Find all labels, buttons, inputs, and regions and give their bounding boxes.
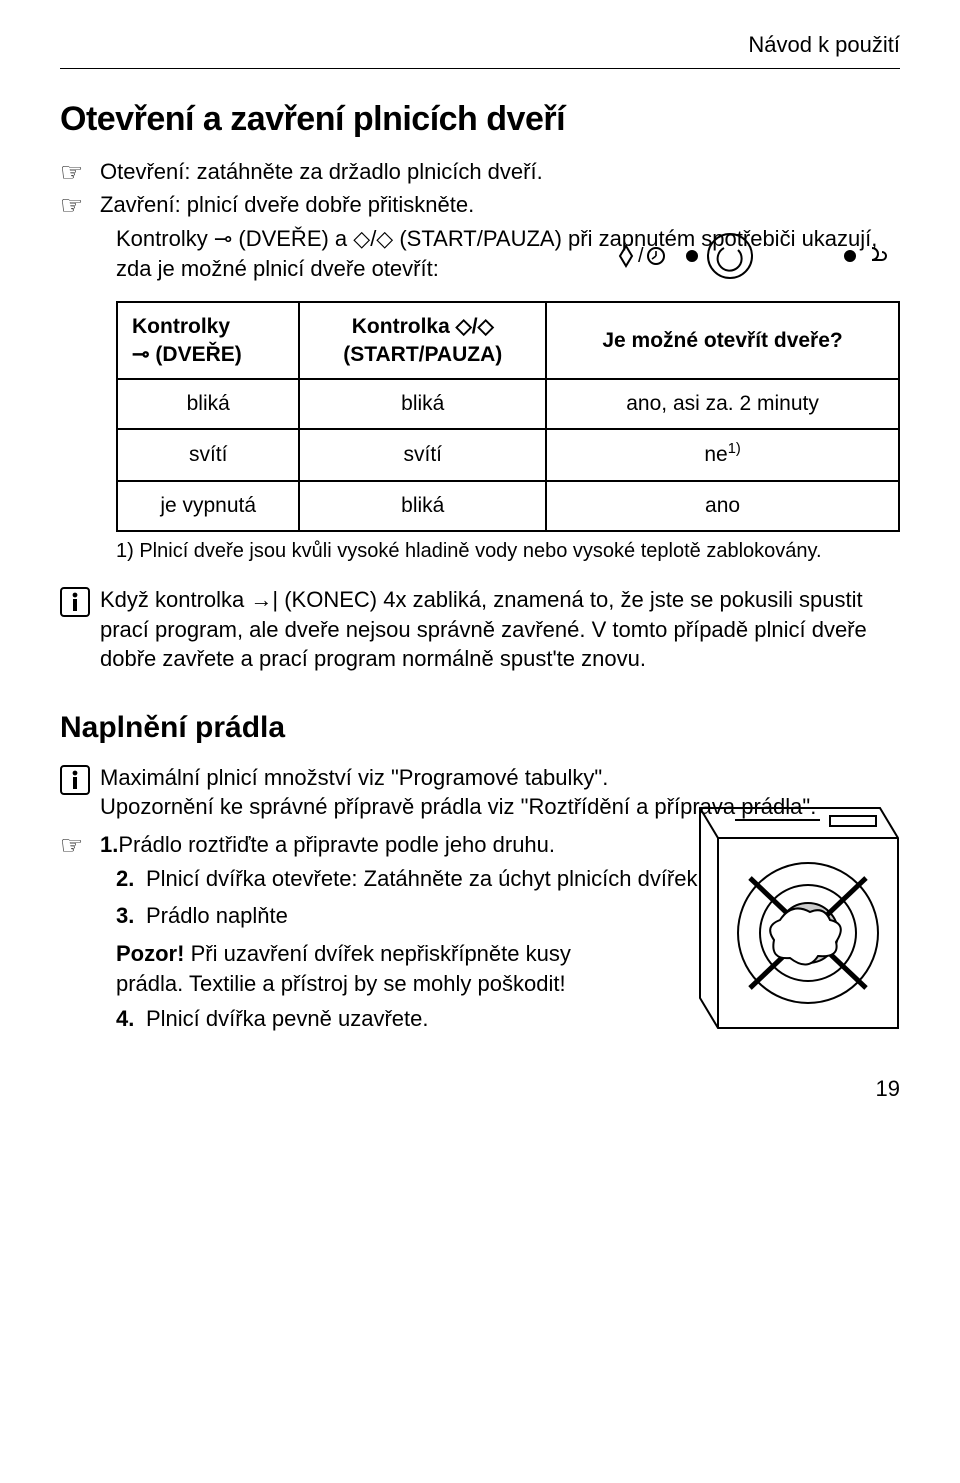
info-icon <box>60 585 100 617</box>
warning-text: Při uzavření dvířek nepřiskřípněte kusy … <box>116 941 571 996</box>
bullet-close: ☞ Zavření: plnicí dveře dobře přitisknět… <box>60 190 900 220</box>
hand-icon: ☞ <box>60 190 100 218</box>
hand-icon: ☞ <box>60 830 100 858</box>
washing-machine-illustration <box>680 798 910 1046</box>
info-note-konec: Když kontrolka →| (KONEC) 4x zabliká, zn… <box>60 585 900 674</box>
info-icon <box>60 763 100 795</box>
page-number: 19 <box>60 1074 900 1104</box>
intro-paragraph: Kontrolky ⊸ (DVEŘE) a ◇/◇ (START/PAUZA) … <box>116 224 900 283</box>
hand-icon: ☞ <box>60 157 100 185</box>
table-footnote: 1) Plnicí dveře jsou kvůli vysoké hladin… <box>116 538 900 565</box>
section-title-fill: Naplnění prádla <box>60 708 900 749</box>
th-door: Kontrolky ⊸ (DVEŘE) <box>117 302 299 379</box>
divider <box>60 68 900 69</box>
table-row: svítí svítí ne1) <box>117 429 899 480</box>
th-startpause: Kontrolka ◇/◇ (START/PAUZA) <box>299 302 546 379</box>
list-number: 2. <box>116 864 146 894</box>
list-number: 4. <box>116 1004 146 1034</box>
svg-text:/: / <box>638 245 644 267</box>
panel-diagram-icon: / <box>610 228 910 292</box>
list-number: 3. <box>116 901 146 931</box>
info-note-text: Když kontrolka →| (KONEC) 4x zabliká, zn… <box>100 585 900 674</box>
door-status-table: Kontrolky ⊸ (DVEŘE) Kontrolka ◇/◇ (START… <box>116 301 900 532</box>
bullet-open: ☞ Otevření: zatáhněte za držadlo plnicíc… <box>60 157 900 187</box>
table-row: bliká bliká ano, asi za. 2 minuty <box>117 379 899 429</box>
bullet-open-text: Otevření: zatáhněte za držadlo plnicích … <box>100 157 900 187</box>
section-title-door: Otevření a zavření plnicích dveří <box>60 97 900 143</box>
warning-prefix: Pozor! <box>116 941 184 966</box>
step-1-text: Prádlo roztřiďte a připravte podle jeho … <box>118 832 555 857</box>
bullet-close-text: Zavření: plnicí dveře dobře přitiskněte. <box>100 190 900 220</box>
page-header-label: Návod k použití <box>60 30 900 60</box>
table-row: je vypnutá bliká ano <box>117 481 899 531</box>
th-canopen: Je možné otevřít dveře? <box>546 302 899 379</box>
warning-line: Pozor! Při uzavření dvířek nepřiskřípnět… <box>116 939 636 998</box>
